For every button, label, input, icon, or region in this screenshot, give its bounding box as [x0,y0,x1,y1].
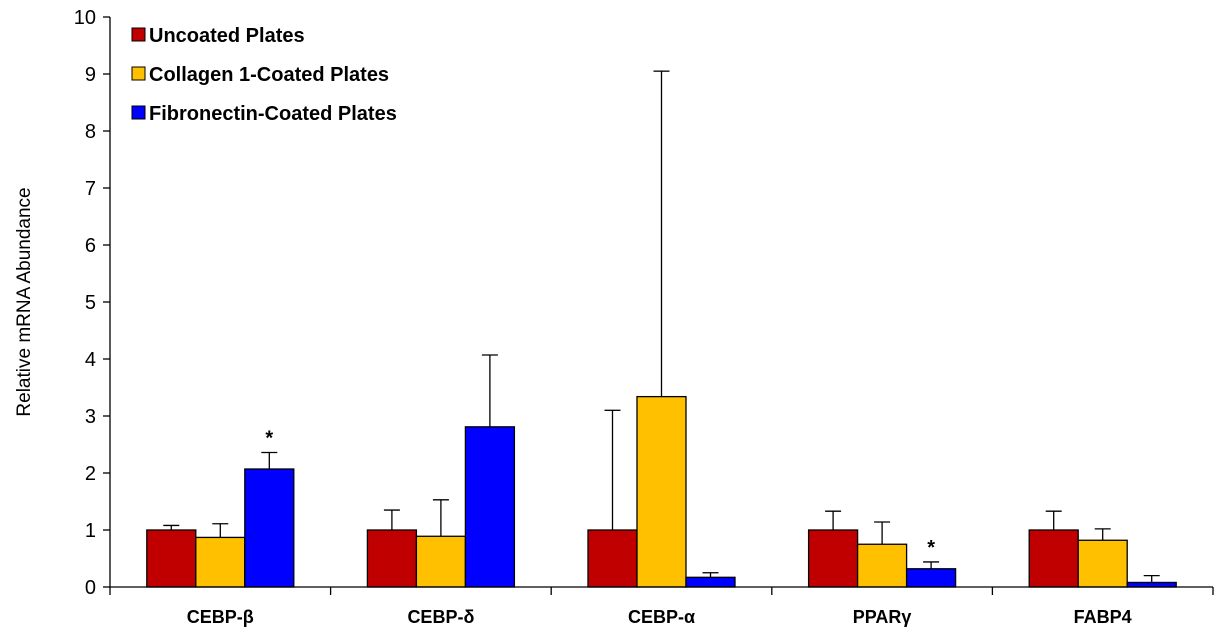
bar [146,529,197,588]
x-category-label: CEBP-α [628,607,695,627]
bar [587,529,638,588]
y-tick-label: 4 [85,349,96,371]
y-tick-label: 7 [85,178,96,200]
significance-marker: * [927,537,935,559]
legend-swatch [131,66,146,81]
y-tick-label: 6 [85,235,96,257]
bar [1077,539,1128,588]
bar [685,576,736,588]
axes-group: 0 1 2 3 4 5 6 7 8 9 10 CEBP-β CEBP-δ CEBP-α PPARγ FABP4 [74,7,1214,627]
y-tick-label: 2 [85,463,96,485]
y-axis-label: Relative mRNA Abundance [14,187,35,416]
bar [807,529,859,588]
bar [464,426,516,588]
legend: Uncoated Plates Collagen 1-Coated Plates F… [131,25,397,125]
bars-group [146,395,1177,588]
bar [636,395,687,588]
bar [856,543,908,588]
x-category-label: FABP4 [1074,607,1132,627]
bar [1126,581,1177,588]
legend-label: Uncoated Plates [149,25,305,47]
bar [1028,529,1079,588]
y-tick-label: 10 [74,7,96,29]
error-bars-group: ** [163,70,1160,583]
bar [244,468,295,588]
y-tick-label: 1 [85,520,96,542]
bar [905,568,957,588]
y-tick-label: 3 [85,406,96,428]
significance-marker: * [265,427,273,449]
x-category-label: CEBP-β [187,607,254,627]
y-tick-label: 5 [85,292,96,314]
legend-label: Collagen 1-Coated Plates [149,64,389,86]
legend-swatch [131,105,146,120]
y-tick-label: 9 [85,64,96,86]
x-category-label: PPARγ [853,607,912,627]
legend-label: Fibronectin-Coated Plates [149,103,397,125]
y-tick-label: 0 [85,577,96,599]
y-tick-label: 8 [85,121,96,143]
bar [195,536,246,588]
legend-swatch [131,27,146,42]
bar [415,535,467,588]
bar [366,529,418,588]
x-category-label: CEBP-δ [407,607,474,627]
